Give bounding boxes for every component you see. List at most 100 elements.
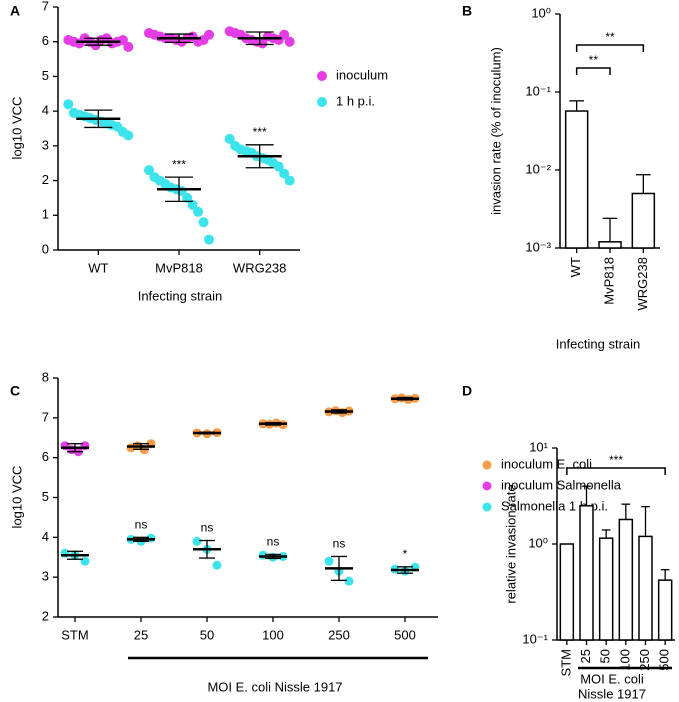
y-tick-label: 5 [42,489,49,504]
x-tick-label: 25 [578,649,593,663]
y-tick-label: 2 [42,172,49,187]
y-tick-label: 10¹ [529,439,548,454]
data-point [324,556,334,566]
y-axis-label: invasion rate (% of inoculum) [488,47,503,215]
data-point [204,234,214,245]
data-point [224,133,235,144]
y-tick-label: 5 [42,68,49,83]
x-tick-label: 100 [262,627,284,642]
x-tick-label: 50 [598,649,613,663]
data-point [344,576,354,586]
x-tick-label: 500 [394,627,416,642]
bar [564,110,589,249]
legend-marker [482,460,492,470]
x-axis-label: Nissle 1917 [578,686,646,701]
significance: *** [609,453,623,467]
x-tick-label: WT [568,257,583,277]
x-axis-label: MOI E. coli Nissle 1917 [207,679,342,694]
y-tick-label: 6 [42,449,49,464]
significance-bracket [575,67,611,75]
x-tick-label: WT [88,260,108,275]
data-point [123,130,134,141]
bar [638,535,653,641]
bar [598,241,622,249]
y-tick-label: 2 [42,608,49,623]
significance: ns [333,537,346,551]
y-tick-label: 3 [42,137,49,152]
y-tick-label: 10⁻¹ [522,631,548,646]
data-point [279,29,290,40]
significance: ns [135,518,148,532]
y-axis-label: log10 VCC [9,97,24,160]
bar [618,518,634,641]
y-tick-label: 0 [42,241,49,256]
bar [598,537,614,641]
y-tick-label: 3 [42,569,49,584]
y-tick-label: 6 [42,33,49,48]
data-point [63,99,74,110]
y-tick-label: 10⁻¹ [525,83,551,98]
y-tick-label: 10⁻³ [525,239,551,254]
panel-label: B [462,3,472,19]
data-point [187,199,198,210]
y-tick-label: 4 [42,103,49,118]
legend-marker [317,97,327,107]
significance-bracket [566,467,666,475]
y-axis-label: log10 VCC [9,466,24,529]
x-tick-label: 250 [328,627,350,642]
significance: *** [253,125,267,139]
data-point [182,192,193,203]
x-axis-label: Infecting strain [138,288,223,303]
legend-label: inoculum Salmonella [501,477,622,492]
y-tick-label: 7 [42,409,49,424]
y-tick-label: 8 [42,369,49,384]
y-tick-label: 4 [42,529,49,544]
x-tick-label: MvP818 [601,257,616,305]
data-point [192,536,202,546]
x-tick-label: 50 [200,627,214,642]
significance: ns [267,535,280,549]
significance: *** [172,157,186,171]
data-point [117,34,128,45]
x-tick-label: WRG238 [233,260,286,275]
panel-label: D [462,383,472,399]
significance: ** [605,30,615,44]
significance: ns [201,521,214,535]
bar [657,579,673,641]
x-tick-label: 100 [617,649,632,671]
legend-marker [317,71,327,81]
data-point [279,168,290,179]
data-point [212,560,222,570]
x-tick-label: MvP818 [155,260,203,275]
legend-marker [482,502,492,512]
x-axis-label: Infecting strain [556,336,641,351]
bar [631,192,656,249]
x-tick-label: 500 [657,649,672,671]
significance: * [403,547,408,561]
significance-bracket [575,44,645,52]
data-point [80,556,90,566]
x-axis-label: MOI E. coli [580,671,644,686]
data-point [144,165,154,176]
x-tick-label: 250 [637,649,652,671]
y-tick-label: 1 [42,207,49,222]
bar [559,543,575,641]
x-tick-label: STM [558,649,573,676]
significance: ** [589,53,599,67]
x-tick-label: STM [61,627,88,642]
legend-marker [482,481,492,491]
y-tick-label: 10⁻² [525,161,551,176]
legend-label: inoculum E. coli [501,456,592,471]
data-point [204,29,214,40]
data-point [284,36,295,47]
panel-label: A [10,3,20,19]
data-point [284,175,295,186]
y-axis-label: relative invasion rate [503,484,518,603]
data-point [123,41,134,52]
y-tick-label: 10⁰ [531,5,551,20]
bar [579,505,594,641]
x-tick-label: WRG238 [635,257,650,310]
panel-label: C [10,383,20,399]
data-point [273,161,284,172]
